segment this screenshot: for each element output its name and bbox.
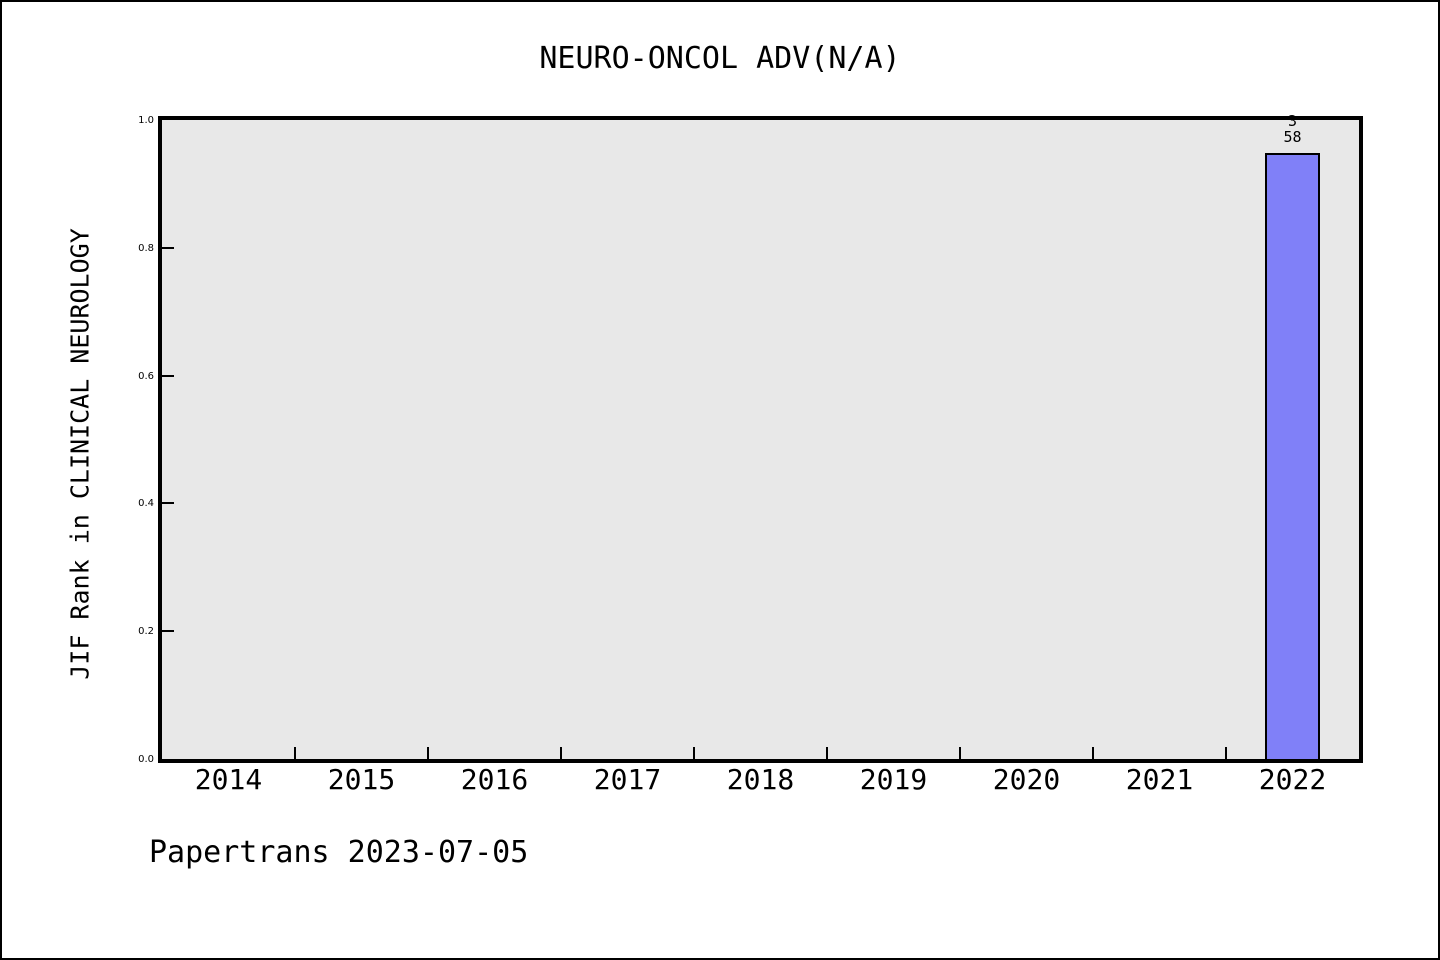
x-tick-mark [1092, 747, 1094, 759]
y-tick-label: 0.2 [138, 626, 154, 638]
x-tick-label: 2014 [194, 763, 263, 796]
bar-total-value: 58 [1283, 128, 1302, 146]
y-tick-label: 0.0 [138, 754, 154, 765]
x-tick-label: 2015 [327, 763, 396, 796]
x-tick-mark [693, 747, 695, 759]
x-tick-mark [959, 747, 961, 759]
y-axis-label: JIF Rank in CLINICAL NEUROLOGY [65, 228, 95, 680]
x-tick-label: 2018 [726, 763, 795, 796]
x-tick-mark [1225, 747, 1227, 759]
bar-2022 [1265, 153, 1320, 759]
y-tick-label: 0.6 [138, 370, 154, 382]
bar-rank-value: 3 [1287, 112, 1298, 130]
y-tick-label: 0.8 [138, 242, 154, 254]
plot-area: 3 58 2014 2015 2016 2017 2018 2019 2020 2021 202… [158, 113, 1363, 795]
chart-title: NEURO-ONCOL ADV(N/A) [539, 41, 901, 76]
x-tick-label: 2022 [1258, 763, 1327, 796]
y-tick-label: 1.0 [138, 115, 154, 126]
x-tick-mark [560, 747, 562, 759]
y-tick-mark [162, 246, 174, 249]
x-tick-mark [427, 747, 429, 759]
x-tick-mark [826, 747, 828, 759]
y-tick-mark [162, 374, 174, 377]
x-tick-label: 2019 [859, 763, 928, 796]
x-tick-label: 2020 [992, 763, 1061, 796]
y-tick-mark [162, 502, 174, 505]
x-tick-label: 2017 [593, 763, 662, 796]
bar-value-annotation: 3 58 [1242, 113, 1343, 145]
x-tick-label: 2016 [460, 763, 529, 796]
footer-watermark: Papertrans 2023-07-05 [149, 835, 529, 870]
y-tick-mark [162, 630, 174, 633]
y-tick-label: 0.4 [138, 498, 154, 510]
x-tick-label: 2021 [1125, 763, 1194, 796]
x-tick-mark [294, 747, 296, 759]
